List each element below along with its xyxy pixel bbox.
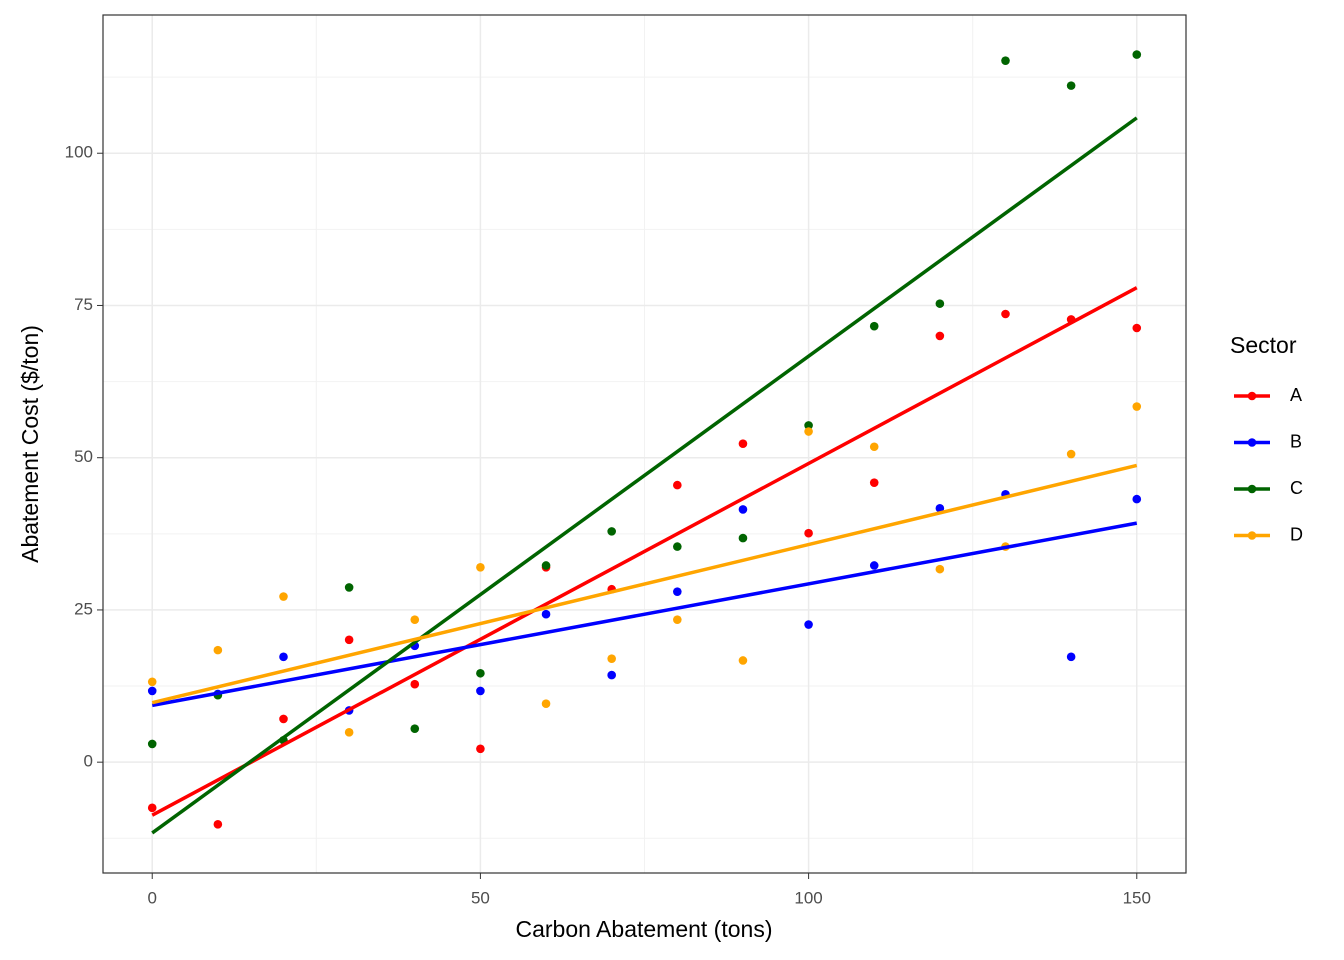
legend-title: Sector bbox=[1230, 332, 1297, 358]
point bbox=[410, 724, 420, 733]
point bbox=[541, 561, 551, 570]
y-tick-label: 100 bbox=[65, 143, 93, 162]
legend-key-point bbox=[1247, 438, 1257, 447]
point bbox=[869, 561, 879, 570]
point bbox=[607, 527, 616, 536]
point bbox=[738, 439, 748, 448]
point bbox=[147, 677, 157, 687]
point bbox=[1066, 81, 1076, 90]
point bbox=[1132, 323, 1142, 333]
point bbox=[344, 583, 354, 592]
point bbox=[1132, 50, 1142, 59]
point bbox=[1132, 402, 1142, 411]
point bbox=[1066, 449, 1076, 459]
point bbox=[213, 645, 223, 655]
point bbox=[476, 668, 485, 678]
point bbox=[673, 587, 682, 596]
legend-key-point bbox=[1247, 484, 1257, 494]
point bbox=[673, 542, 682, 551]
point bbox=[804, 620, 813, 629]
y-axis-title: Abatement Cost ($/ton) bbox=[17, 325, 43, 563]
fit-line bbox=[151, 521, 1138, 708]
legend-key-point bbox=[1247, 531, 1257, 540]
point bbox=[1066, 652, 1076, 662]
point bbox=[1132, 494, 1142, 504]
point bbox=[607, 670, 616, 680]
point bbox=[410, 615, 420, 624]
point bbox=[738, 533, 748, 543]
panel-border bbox=[102, 14, 1187, 874]
point bbox=[1001, 309, 1010, 319]
point bbox=[476, 686, 485, 696]
point bbox=[935, 503, 945, 513]
x-tick-label: 100 bbox=[794, 888, 822, 907]
y-tick-label: 50 bbox=[74, 447, 93, 466]
point bbox=[344, 635, 354, 645]
fit-line bbox=[151, 463, 1138, 705]
point bbox=[935, 299, 945, 308]
y-tick-label: 25 bbox=[74, 599, 93, 618]
point bbox=[673, 615, 682, 624]
point bbox=[279, 592, 288, 601]
point bbox=[476, 563, 485, 572]
fit-line bbox=[151, 286, 1138, 817]
legend-label: A bbox=[1290, 385, 1302, 405]
point bbox=[804, 528, 813, 538]
point bbox=[673, 480, 682, 490]
point bbox=[738, 656, 748, 665]
point bbox=[344, 728, 354, 737]
x-tick-label: 150 bbox=[1123, 888, 1151, 907]
point bbox=[738, 505, 748, 514]
point bbox=[804, 421, 813, 430]
point bbox=[476, 744, 485, 754]
y-tick-label: 75 bbox=[74, 295, 93, 314]
point bbox=[869, 321, 879, 331]
point bbox=[607, 654, 616, 663]
point bbox=[541, 699, 551, 709]
point bbox=[935, 564, 945, 574]
point bbox=[279, 652, 288, 662]
y-tick-label: 0 bbox=[84, 752, 93, 771]
legend-label: B bbox=[1290, 431, 1302, 451]
point bbox=[147, 803, 157, 813]
fit-line bbox=[151, 116, 1138, 835]
x-tick-label: 50 bbox=[471, 888, 490, 907]
point bbox=[869, 478, 879, 487]
point bbox=[279, 714, 288, 724]
legend-label: C bbox=[1290, 478, 1303, 498]
x-tick-label: 0 bbox=[147, 888, 156, 907]
point bbox=[213, 819, 223, 829]
legend-key-point bbox=[1247, 391, 1257, 401]
point bbox=[804, 427, 813, 436]
point bbox=[541, 609, 551, 619]
point bbox=[935, 331, 945, 341]
x-axis-title: Carbon Abatement (tons) bbox=[516, 916, 773, 942]
point bbox=[869, 442, 879, 452]
legend-label: D bbox=[1290, 524, 1303, 544]
point bbox=[410, 679, 420, 689]
point bbox=[147, 739, 157, 749]
point bbox=[1001, 56, 1010, 65]
point bbox=[147, 686, 157, 696]
